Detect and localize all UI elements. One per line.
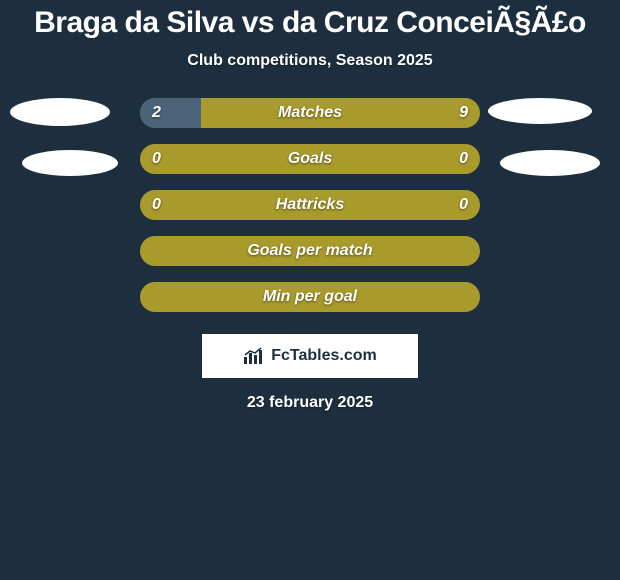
stat-bars: Matches29Goals00Hattricks00Goals per mat…	[140, 98, 480, 312]
brand-text: FcTables.com	[271, 347, 377, 365]
stat-value-right: 0	[459, 144, 468, 174]
stat-value-right: 9	[459, 98, 468, 128]
page-title: Braga da Silva vs da Cruz ConceiÃ§Ã£o	[0, 0, 620, 40]
stat-bar: Goals0 0	[140, 144, 480, 174]
stat-bar: Hattricks0 0	[140, 190, 480, 220]
stat-bar-label: Hattricks	[140, 190, 480, 220]
stats-area: Matches29Goals00Hattricks00Goals per mat…	[0, 98, 620, 312]
stat-bar-label: Goals	[140, 144, 480, 174]
player-placeholder	[488, 98, 592, 124]
stat-bar: Goals per match	[140, 236, 480, 266]
stat-value-left: 0	[152, 144, 161, 174]
stat-value-left: 2	[152, 98, 161, 128]
date-text: 23 february 2025	[0, 394, 620, 412]
player-placeholder	[500, 150, 600, 176]
stat-bar-label: Min per goal	[140, 282, 480, 312]
chart-icon	[243, 347, 265, 365]
stat-value-left: 0	[152, 190, 161, 220]
player-placeholder	[22, 150, 118, 176]
stat-bar: Matches2 9	[140, 98, 480, 128]
subtitle: Club competitions, Season 2025	[0, 52, 620, 70]
stat-bar: Min per goal	[140, 282, 480, 312]
stat-bar-label: Matches	[140, 98, 480, 128]
player-placeholder	[10, 98, 110, 126]
comparison-infographic: Braga da Silva vs da Cruz ConceiÃ§Ã£o Cl…	[0, 0, 620, 580]
stat-bar-label: Goals per match	[140, 236, 480, 266]
brand-badge: FcTables.com	[202, 334, 418, 378]
stat-value-right: 0	[459, 190, 468, 220]
